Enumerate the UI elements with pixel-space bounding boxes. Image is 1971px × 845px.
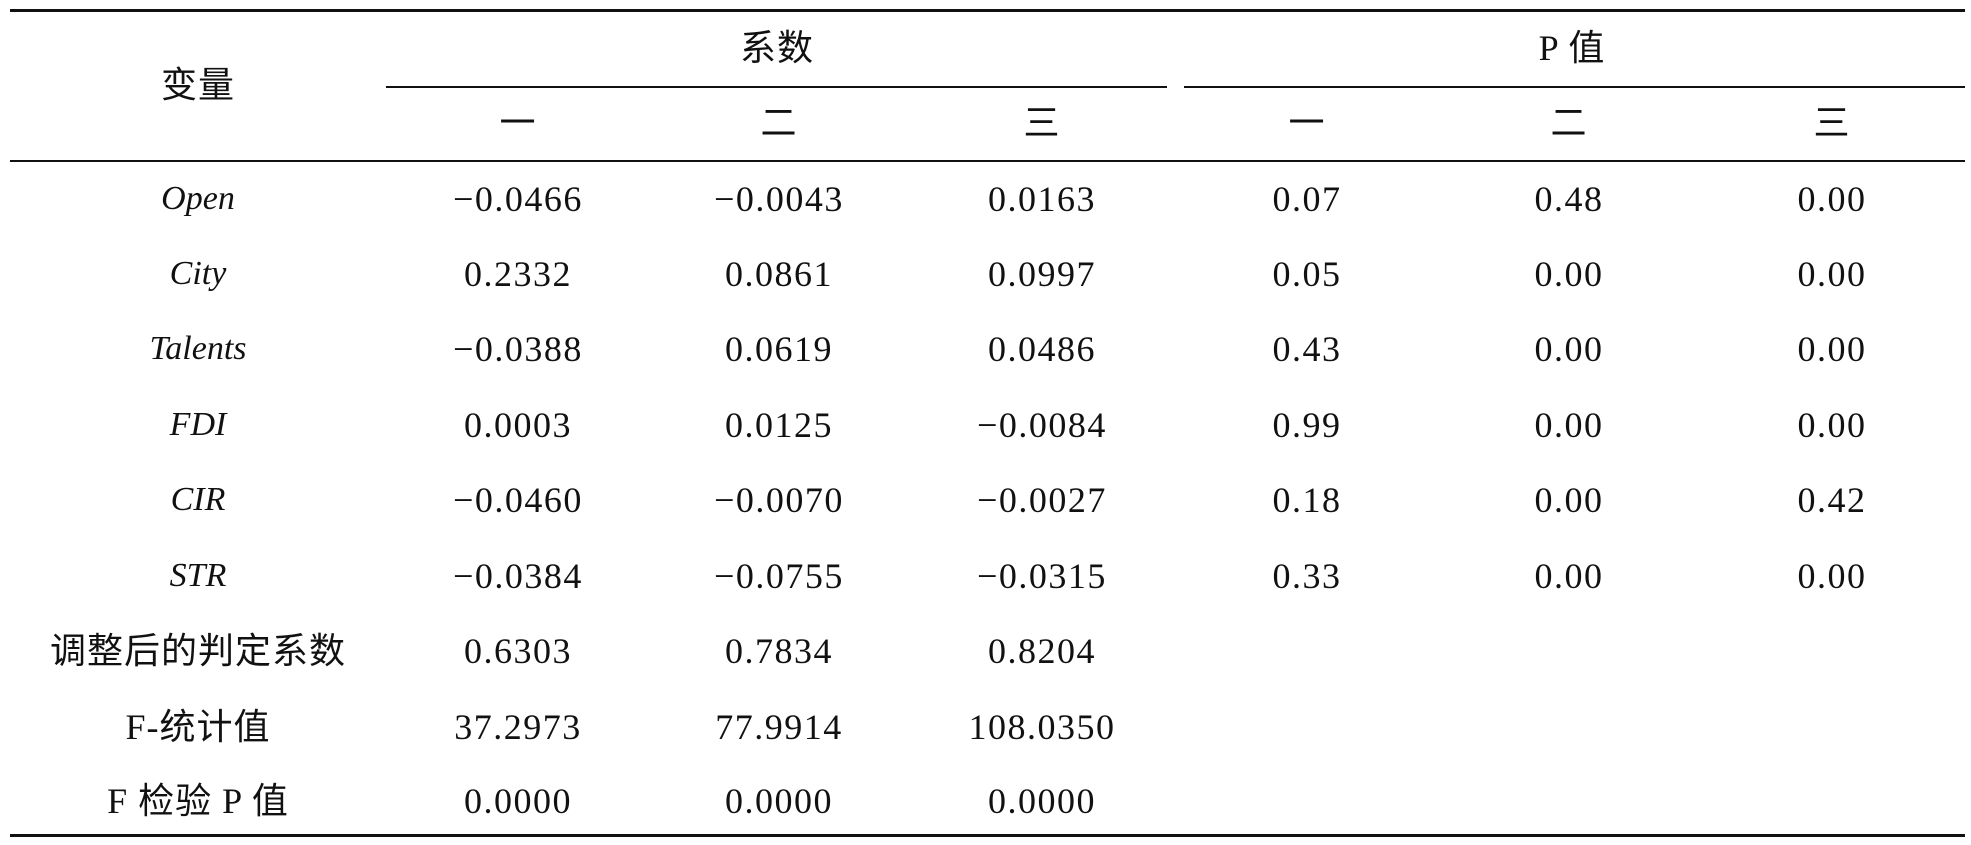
sub-header-coef-1: 一	[499, 103, 537, 143]
variable-header: 变量	[160, 65, 236, 105]
table-cell: −0.0466	[453, 179, 583, 219]
sub-header-p-2: 二	[1550, 103, 1588, 143]
bottom-rule	[10, 834, 1965, 837]
row-label: Open	[161, 180, 235, 217]
row-label: STR	[169, 557, 227, 594]
top-rule	[10, 9, 1965, 12]
table-cell: 0.33	[1272, 556, 1342, 596]
table-cell: 0.0000	[725, 781, 833, 821]
coef-group-header: 系数	[739, 28, 815, 68]
table-cell: 0.05	[1272, 254, 1342, 294]
table-cell: 0.0125	[725, 405, 833, 445]
table-cell: 0.0861	[725, 254, 833, 294]
table-cell: 0.18	[1272, 480, 1342, 520]
table-cell: 0.00	[1534, 329, 1604, 369]
row-label: City	[169, 255, 227, 292]
sub-header-p-1: 一	[1288, 103, 1326, 143]
table-cell: 0.7834	[725, 631, 833, 671]
table-cell: 0.99	[1272, 405, 1342, 445]
row-label: Talents	[149, 330, 247, 367]
table-cell: 0.00	[1797, 405, 1867, 445]
table-cell: −0.0460	[453, 480, 583, 520]
table-cell: −0.0043	[714, 179, 844, 219]
table-cell: −0.0388	[453, 329, 583, 369]
table-cell: 0.00	[1534, 556, 1604, 596]
coef-group-rule	[386, 86, 1167, 88]
table-cell: 0.0163	[988, 179, 1096, 219]
table-cell: 0.00	[1797, 329, 1867, 369]
table-cell: 0.0003	[464, 405, 572, 445]
row-label: 调整后的判定系数	[49, 631, 347, 671]
table-cell: 0.00	[1797, 556, 1867, 596]
sub-header-p-3: 三	[1813, 103, 1851, 143]
table-cell: 0.00	[1534, 405, 1604, 445]
table-cell: 0.00	[1797, 254, 1867, 294]
table-cell: −0.0070	[714, 480, 844, 520]
table-cell: 0.07	[1272, 179, 1342, 219]
table-cell: 0.43	[1272, 329, 1342, 369]
sub-header-coef-2: 二	[760, 103, 798, 143]
sub-header-coef-3: 三	[1023, 103, 1061, 143]
table-cell: 0.2332	[464, 254, 572, 294]
p-value-group-rule	[1184, 86, 1965, 88]
table-cell: 0.0997	[988, 254, 1096, 294]
header-bottom-rule	[10, 160, 1965, 162]
table-cell: 0.00	[1534, 254, 1604, 294]
row-label: CIR	[170, 481, 226, 518]
row-label: F-统计值	[125, 707, 271, 747]
table-cell: −0.0315	[977, 556, 1107, 596]
table-cell: 0.0619	[725, 329, 833, 369]
table-cell: −0.0384	[453, 556, 583, 596]
table-cell: 0.0000	[988, 781, 1096, 821]
table-cell: 108.0350	[968, 707, 1116, 747]
table-cell: −0.0755	[714, 556, 844, 596]
table-cell: 37.2973	[454, 707, 582, 747]
table-cell: 0.8204	[988, 631, 1096, 671]
table-cell: 77.9914	[715, 707, 843, 747]
table-cell: −0.0027	[977, 480, 1107, 520]
table-cell: 0.0000	[464, 781, 572, 821]
table-cell: 0.0486	[988, 329, 1096, 369]
table-cell: 0.00	[1797, 179, 1867, 219]
row-label: F 检验 P 值	[107, 781, 289, 821]
table-cell: −0.0084	[977, 405, 1107, 445]
table-cell: 0.48	[1534, 179, 1604, 219]
table-cell: 0.6303	[464, 631, 572, 671]
row-label: FDI	[169, 406, 227, 443]
table-cell: 0.00	[1534, 480, 1604, 520]
table-cell: 0.42	[1797, 480, 1867, 520]
p-value-group-header: P 值	[1538, 28, 1606, 68]
